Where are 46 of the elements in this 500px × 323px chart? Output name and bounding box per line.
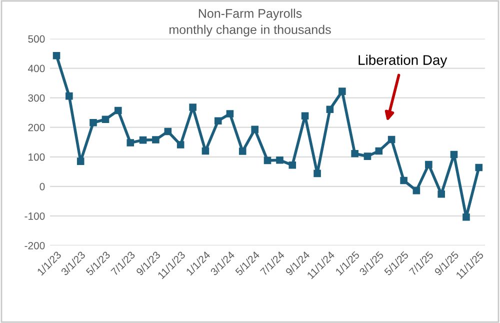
chart-title: Non-Farm Payrolls [198, 8, 302, 20]
point [90, 118, 97, 126]
point [189, 104, 196, 111]
y-tick-label: -100 [24, 212, 45, 220]
point [364, 152, 372, 160]
y-tick-label: 400 [28, 64, 45, 72]
point [425, 160, 432, 168]
point [76, 158, 84, 165]
point [114, 106, 122, 114]
point [202, 147, 210, 155]
point [375, 147, 383, 155]
y-tick-label: 200 [28, 124, 45, 132]
point [438, 190, 445, 198]
point [238, 148, 246, 155]
point [152, 136, 160, 144]
point [214, 117, 222, 124]
point [264, 156, 272, 164]
point [126, 139, 134, 146]
point [164, 128, 172, 136]
y-tick-label: 300 [28, 94, 45, 102]
annotation: Liberation Day [358, 54, 448, 68]
point [462, 213, 470, 221]
point [251, 126, 258, 134]
point [288, 162, 296, 169]
y-tick-label: 100 [28, 153, 45, 161]
point [66, 92, 73, 100]
point [338, 88, 346, 95]
point [52, 52, 60, 60]
point [276, 156, 284, 164]
point [412, 186, 420, 194]
point [326, 106, 334, 113]
point [450, 150, 458, 158]
point [475, 164, 483, 172]
point [139, 136, 147, 144]
y-tick-label: 500 [28, 35, 45, 43]
point [102, 116, 110, 124]
y-tick-label: 0 [40, 182, 45, 190]
point [400, 176, 408, 184]
point [301, 112, 309, 120]
y-tick-label: -200 [24, 242, 45, 250]
point [176, 141, 184, 148]
point [388, 136, 396, 144]
point [351, 150, 358, 158]
point [314, 170, 321, 178]
chart-subtitle: monthly change in thousands [170, 24, 331, 37]
point [226, 110, 234, 118]
